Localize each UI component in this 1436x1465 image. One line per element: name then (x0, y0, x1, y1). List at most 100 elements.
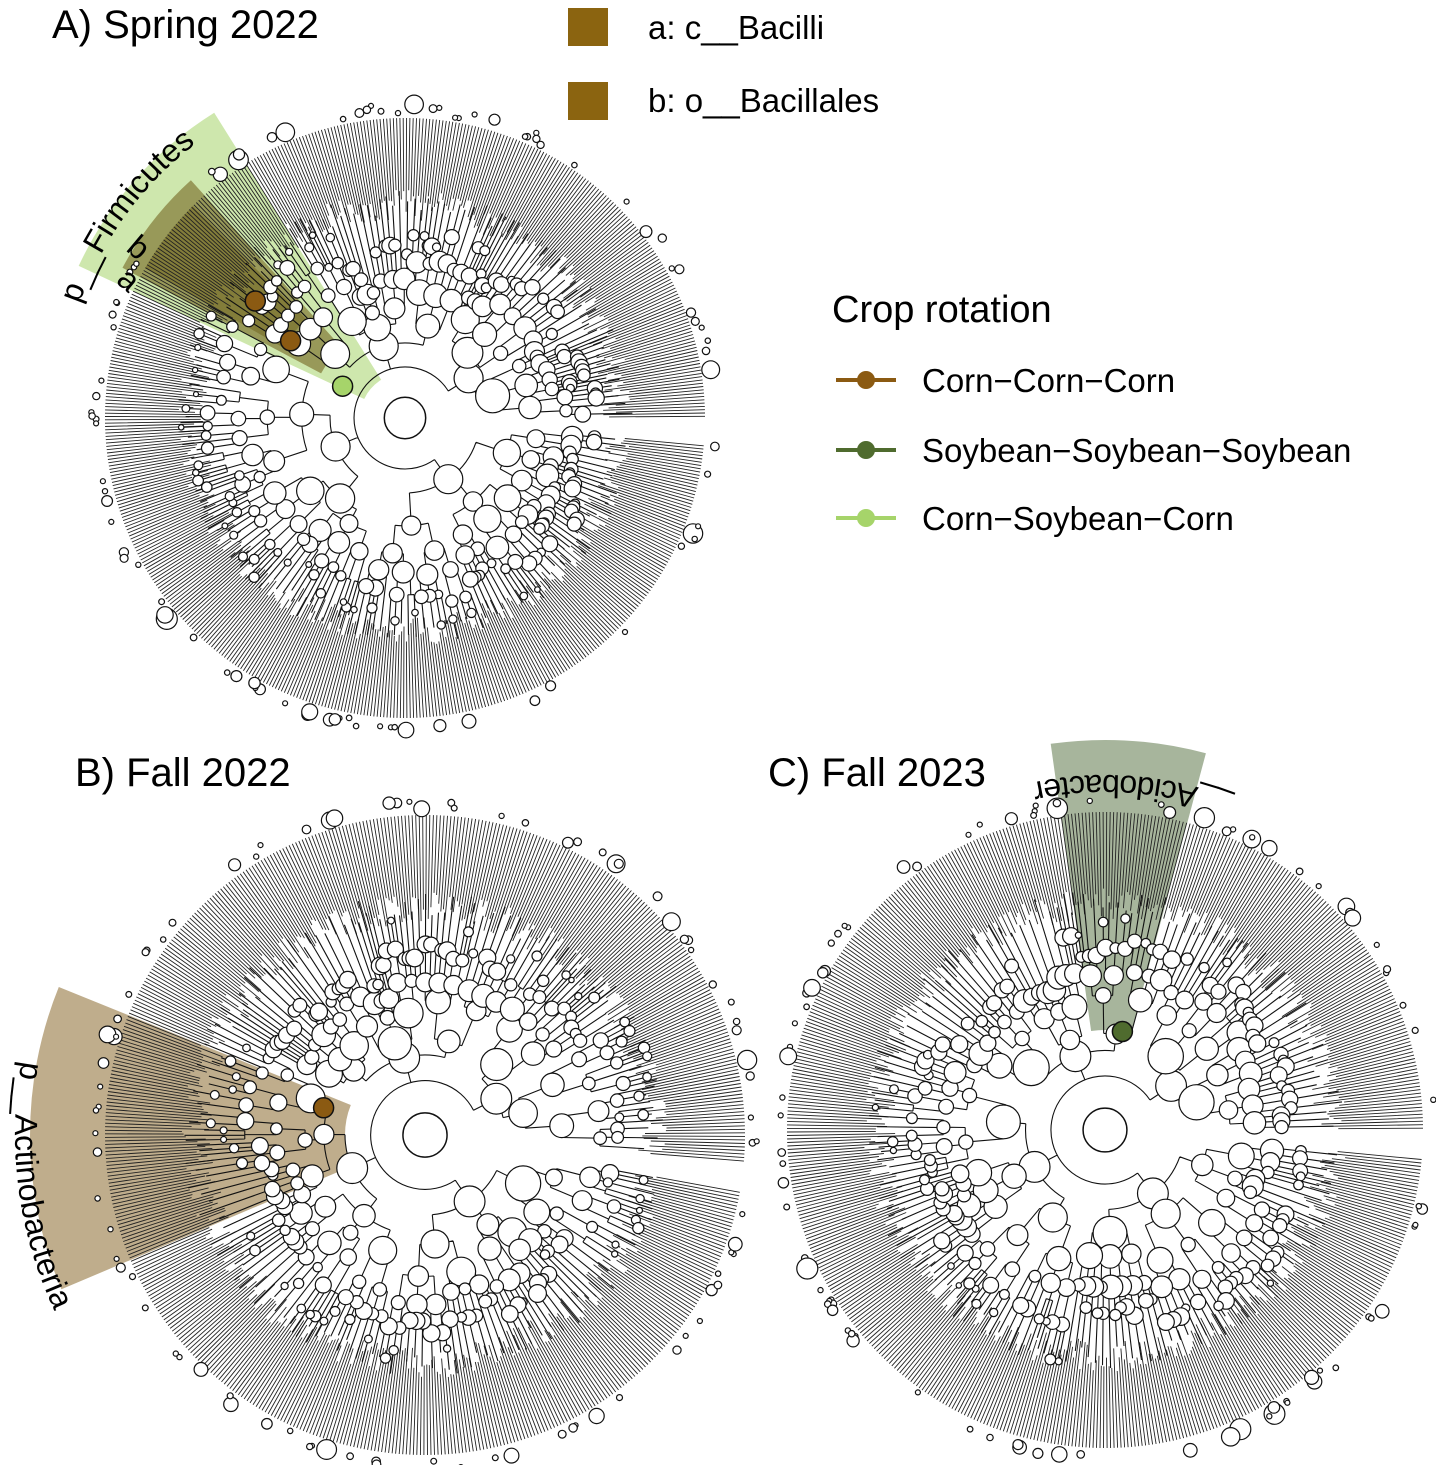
clade-node (1242, 1111, 1267, 1135)
clade-node (519, 591, 529, 601)
clade-node (623, 1024, 636, 1038)
clade-node (518, 1012, 538, 1031)
tip-node (747, 1114, 755, 1121)
legend-label-sss: Soybean−Soybean−Soybean (922, 432, 1351, 469)
clade-node (577, 368, 591, 382)
clade-node (337, 306, 367, 337)
clade-node (1253, 1201, 1271, 1218)
tip-node (193, 1361, 209, 1377)
tip-node (94, 1195, 101, 1202)
clade-node (619, 1016, 631, 1028)
clade-node (392, 997, 424, 1029)
clade-node (1097, 916, 1109, 928)
tip-node (92, 1107, 100, 1114)
clade-node (443, 229, 460, 246)
clade-node (317, 1230, 342, 1256)
tip-node (1399, 1001, 1407, 1009)
clade-node (632, 1221, 645, 1235)
clade-node (219, 353, 237, 371)
tip-node (452, 114, 459, 121)
tip-node (639, 225, 653, 239)
clade-node (593, 1131, 607, 1146)
tip-node (1332, 1364, 1340, 1372)
clade-node (451, 336, 484, 369)
tip-node (1086, 797, 1094, 805)
clade-node (477, 1236, 502, 1261)
clade-node (264, 538, 276, 551)
clade-node (1192, 1269, 1212, 1289)
tip-node (613, 858, 624, 869)
clade-node (355, 1015, 379, 1038)
clade-node (888, 1084, 899, 1095)
clade-node (1156, 1005, 1178, 1026)
clade-node (1227, 1142, 1255, 1170)
clade-node (391, 560, 415, 584)
tip-node (710, 441, 720, 452)
clade-node (305, 1309, 315, 1320)
clade-node (401, 1311, 419, 1330)
clade-node (979, 1240, 996, 1257)
clade-node (270, 275, 283, 287)
tip-node (532, 134, 541, 144)
clade-node (1235, 1229, 1253, 1247)
clade-node (324, 262, 334, 272)
clade-key: a: c__Bacilli b: o__Bacillales (568, 8, 879, 120)
clade-node (320, 431, 351, 462)
clade-node (200, 441, 215, 455)
clade-node (585, 433, 603, 451)
tip-node (377, 723, 384, 730)
clade-node (324, 483, 356, 514)
clade-node (431, 242, 442, 252)
tip-node (391, 723, 399, 731)
tip-node (97, 1083, 104, 1090)
clade-node (642, 1071, 652, 1082)
tip-node (110, 324, 117, 331)
tip-node (158, 598, 166, 606)
clade-node (614, 1112, 625, 1123)
clade-node (378, 988, 400, 1009)
clade-node (568, 976, 575, 984)
clade-node (918, 1174, 930, 1186)
panel-a-title: A) Spring 2022 (52, 3, 319, 47)
marker-node-ccc (312, 1097, 335, 1119)
clade-node (489, 1279, 505, 1294)
clade-node (1213, 1300, 1224, 1312)
clade-node (493, 484, 522, 513)
tip-node (703, 470, 712, 478)
tip-node (827, 939, 836, 947)
clade-node (336, 1152, 369, 1185)
clade-node (224, 1055, 237, 1068)
clade-node (459, 590, 473, 604)
tip-node (803, 978, 821, 997)
clade-node (611, 1240, 620, 1249)
clade-node (436, 620, 446, 630)
tip-node (1030, 811, 1038, 819)
tip-node (189, 633, 198, 642)
clade-node (476, 1213, 500, 1237)
marker-node-ccc (279, 330, 302, 352)
clade-node (492, 438, 522, 468)
clade-node (587, 389, 605, 407)
tip-node (1220, 1427, 1241, 1447)
tip-node (621, 628, 629, 636)
clade-node (559, 404, 573, 418)
clade-node (1268, 1037, 1280, 1049)
clade-node (871, 1103, 880, 1112)
clade-node (917, 1080, 933, 1096)
clade-node (273, 547, 283, 557)
clade-node (545, 1040, 563, 1058)
clade-node (310, 261, 325, 276)
clade-node (255, 1066, 269, 1080)
tip-node (1295, 867, 1304, 876)
clade-node (331, 256, 345, 270)
tip-node (176, 1353, 183, 1361)
clade-node (387, 916, 396, 925)
tip-node (261, 1417, 273, 1430)
clade-node (177, 423, 185, 431)
tip-node (745, 1071, 755, 1081)
clade-node (262, 355, 291, 384)
tip-node (1430, 1096, 1436, 1103)
tip-node (598, 848, 607, 857)
clade-node (295, 476, 325, 506)
clade-node (506, 954, 516, 964)
